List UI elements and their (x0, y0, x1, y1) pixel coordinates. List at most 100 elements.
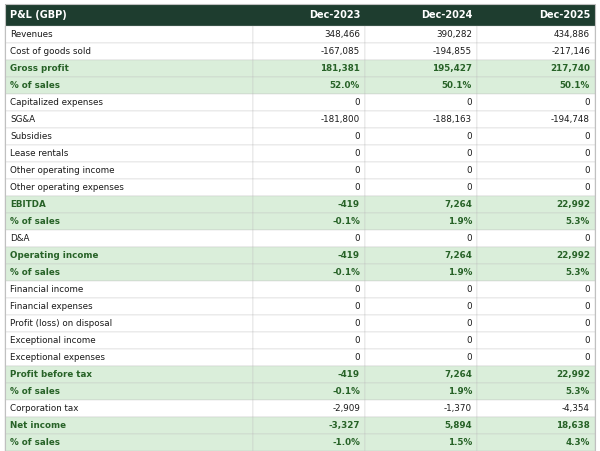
Bar (477, 213, 595, 230)
Bar (365, 43, 477, 60)
Bar (477, 349, 595, 366)
Bar (477, 179, 595, 196)
Bar (5, 111, 253, 128)
Bar (253, 383, 365, 400)
Text: % of sales: % of sales (10, 268, 60, 277)
Text: 0: 0 (584, 336, 590, 345)
Bar (365, 400, 477, 417)
Text: 0: 0 (355, 336, 360, 345)
Text: 0: 0 (584, 353, 590, 362)
Text: Corporation tax: Corporation tax (10, 404, 79, 413)
Bar (477, 417, 595, 434)
Text: 0: 0 (466, 234, 472, 243)
Text: 0: 0 (355, 302, 360, 311)
Bar (477, 77, 595, 94)
Bar (5, 145, 253, 162)
Bar (5, 349, 253, 366)
Bar (5, 315, 253, 332)
Bar (477, 111, 595, 128)
Text: 22,992: 22,992 (556, 200, 590, 209)
Text: 7,264: 7,264 (444, 251, 472, 260)
Bar (5, 417, 253, 434)
Text: Profit (loss) on disposal: Profit (loss) on disposal (10, 319, 112, 328)
Bar (477, 94, 595, 111)
Text: Exceptional expenses: Exceptional expenses (10, 353, 105, 362)
Bar (477, 400, 595, 417)
Text: P&L (GBP): P&L (GBP) (10, 10, 67, 20)
Text: 4.3%: 4.3% (566, 438, 590, 447)
Bar (365, 417, 477, 434)
Text: 1.9%: 1.9% (448, 387, 472, 396)
Bar (253, 281, 365, 298)
Text: 195,427: 195,427 (432, 64, 472, 73)
Text: 0: 0 (584, 285, 590, 294)
Bar (365, 145, 477, 162)
Text: 0: 0 (584, 166, 590, 175)
Text: % of sales: % of sales (10, 217, 60, 226)
Text: Dec-2023: Dec-2023 (308, 10, 360, 20)
Bar (5, 60, 253, 77)
Bar (5, 366, 253, 383)
Text: 0: 0 (584, 319, 590, 328)
Text: -419: -419 (338, 370, 360, 379)
Text: -3,327: -3,327 (329, 421, 360, 430)
Text: 50.1%: 50.1% (560, 81, 590, 90)
Text: 0: 0 (466, 285, 472, 294)
Bar (477, 4, 595, 26)
Bar (5, 128, 253, 145)
Text: -0.1%: -0.1% (332, 217, 360, 226)
Text: 434,886: 434,886 (554, 30, 590, 39)
Bar (365, 264, 477, 281)
Text: 0: 0 (355, 132, 360, 141)
Bar (5, 264, 253, 281)
Bar (253, 434, 365, 451)
Bar (253, 77, 365, 94)
Bar (5, 179, 253, 196)
Bar (365, 26, 477, 43)
Text: -419: -419 (338, 200, 360, 209)
Text: Gross profit: Gross profit (10, 64, 69, 73)
Bar (253, 94, 365, 111)
Bar (5, 196, 253, 213)
Bar (5, 400, 253, 417)
Bar (477, 43, 595, 60)
Text: -419: -419 (338, 251, 360, 260)
Bar (253, 264, 365, 281)
Bar (365, 77, 477, 94)
Text: Capitalized expenses: Capitalized expenses (10, 98, 103, 107)
Bar (5, 77, 253, 94)
Text: Financial income: Financial income (10, 285, 83, 294)
Text: D&A: D&A (10, 234, 29, 243)
Bar (365, 298, 477, 315)
Text: 0: 0 (466, 166, 472, 175)
Text: 22,992: 22,992 (556, 251, 590, 260)
Bar (477, 60, 595, 77)
Bar (5, 332, 253, 349)
Text: 0: 0 (584, 183, 590, 192)
Bar (5, 434, 253, 451)
Bar (365, 60, 477, 77)
Text: 0: 0 (355, 183, 360, 192)
Text: Lease rentals: Lease rentals (10, 149, 68, 158)
Text: Cost of goods sold: Cost of goods sold (10, 47, 91, 56)
Bar (253, 128, 365, 145)
Bar (253, 230, 365, 247)
Text: Exceptional income: Exceptional income (10, 336, 95, 345)
Text: Other operating income: Other operating income (10, 166, 115, 175)
Bar (5, 298, 253, 315)
Text: 0: 0 (355, 98, 360, 107)
Text: 0: 0 (466, 132, 472, 141)
Text: 0: 0 (466, 149, 472, 158)
Bar (477, 315, 595, 332)
Bar (253, 196, 365, 213)
Text: 348,466: 348,466 (324, 30, 360, 39)
Bar (365, 196, 477, 213)
Bar (365, 213, 477, 230)
Text: % of sales: % of sales (10, 387, 60, 396)
Bar (253, 247, 365, 264)
Bar (477, 434, 595, 451)
Text: 0: 0 (466, 353, 472, 362)
Text: Financial expenses: Financial expenses (10, 302, 92, 311)
Text: 5.3%: 5.3% (566, 217, 590, 226)
Bar (477, 281, 595, 298)
